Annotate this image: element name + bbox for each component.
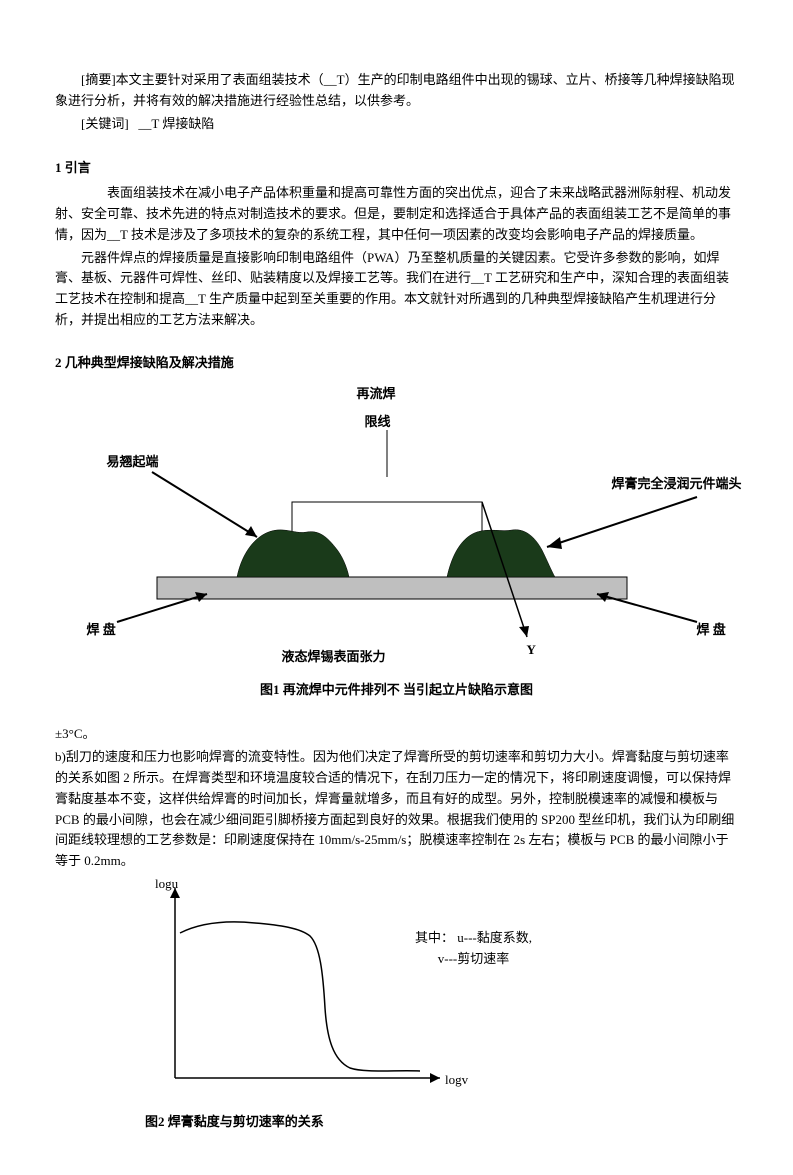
fig1-top-label2: 限线 — [365, 412, 391, 433]
abstract-text: 本文主要针对采用了表面组装技术（__T）生产的印制电路组件中出现的锡球、立片、桥… — [55, 72, 735, 108]
figure2-caption: 图2 焊膏黏度与剪切速率的关系 — [145, 1112, 738, 1133]
abstract: [摘要]本文主要针对采用了表面组装技术（__T）生产的印制电路组件中出现的锡球、… — [55, 70, 738, 112]
figure1-caption: 图1 再流焊中元件排列不 当引起立片缺陷示意图 — [55, 680, 738, 701]
section1-p2: 元器件焊点的焊接质量是直接影响印制电路组件（PWA）乃至整机质量的关键因素。它受… — [55, 248, 738, 331]
fig2-legend-v: v---剪切速率 — [438, 951, 510, 966]
figure2-svg — [115, 878, 615, 1098]
fig2-ylabel: logu — [155, 874, 178, 895]
section1-title: 1 引言 — [55, 158, 738, 179]
fig1-y-label: Y — [527, 640, 536, 661]
section2-title: 2 几种典型焊接缺陷及解决措施 — [55, 353, 738, 374]
fig1-pad-left: 焊 盘 — [87, 620, 116, 641]
fig2-legend: 其中： u---黏度系数, v---剪切速率 — [415, 928, 532, 970]
fig2-legend-u: u---黏度系数, — [457, 930, 532, 945]
keywords-label: [关键词] — [81, 116, 129, 131]
section1-p1: 表面组装技术在减小电子产品体积重量和提高可靠性方面的突出优点，迎合了未来战略武器… — [55, 183, 738, 245]
fig1-top-label1: 再流焊 — [357, 384, 396, 405]
fig1-bottom-label: 液态焊锡表面张力 — [282, 647, 386, 668]
fig1-left-label: 易翘起端 — [107, 452, 159, 473]
abstract-label: [摘要] — [81, 72, 116, 87]
figure2: logu logv 其中： u---黏度系数, v---剪切速率 — [115, 878, 615, 1108]
temp-line: ±3°C。 — [55, 724, 738, 745]
mid-paragraph: b)刮刀的速度和压力也影响焊膏的流变特性。因为他们决定了焊膏所受的剪切速率和剪切… — [55, 747, 738, 872]
fig2-legend-prefix: 其中： — [415, 930, 454, 945]
fig2-xlabel: logv — [445, 1070, 468, 1091]
fig1-right-label: 焊膏完全浸润元件端头 — [612, 474, 752, 495]
figure1-svg — [57, 382, 737, 672]
keywords: [关键词] __T 焊接缺陷 — [55, 114, 738, 135]
figure1: 再流焊 限线 易翘起端 焊膏完全浸润元件端头 焊 盘 焊 盘 液态焊锡表面张力 … — [57, 382, 737, 672]
fig1-pad-right: 焊 盘 — [697, 620, 726, 641]
keywords-text: __T 焊接缺陷 — [138, 116, 214, 131]
